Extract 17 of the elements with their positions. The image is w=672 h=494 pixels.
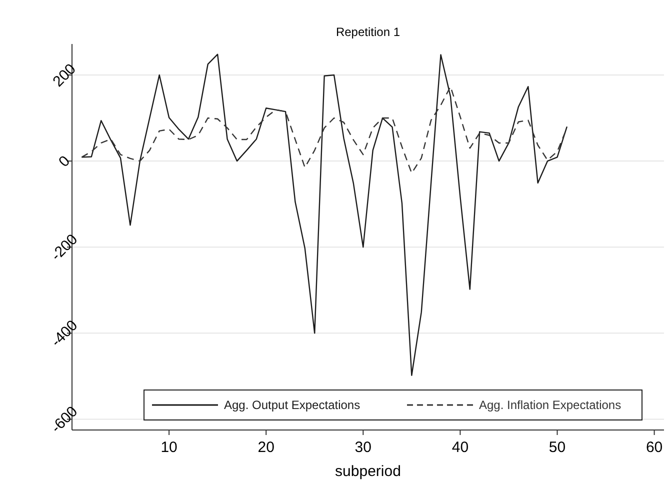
line-series (81, 54, 568, 376)
x-tick-label: 20 (258, 439, 274, 456)
x-tick-label: 10 (160, 439, 178, 456)
text: Agg. Output Expectations (224, 398, 360, 412)
y-tick-label: -400 (48, 317, 82, 350)
y-tick-label: -200 (48, 231, 82, 264)
x-tick-label: 50 (548, 439, 566, 456)
y-tick-label: -600 (48, 403, 82, 436)
x-tick-label: 30 (354, 439, 372, 456)
chart-title: Repetition 1 (336, 25, 400, 39)
x-axis-title: subperiod (335, 463, 401, 480)
line-series (81, 86, 568, 174)
x-tick-label: 40 (452, 439, 469, 456)
y-tick-label: 200 (50, 60, 80, 90)
text: Agg. Inflation Expectations (479, 398, 622, 412)
x-tick-label: 60 (646, 439, 663, 456)
y-tick-label: 0 (56, 152, 74, 171)
